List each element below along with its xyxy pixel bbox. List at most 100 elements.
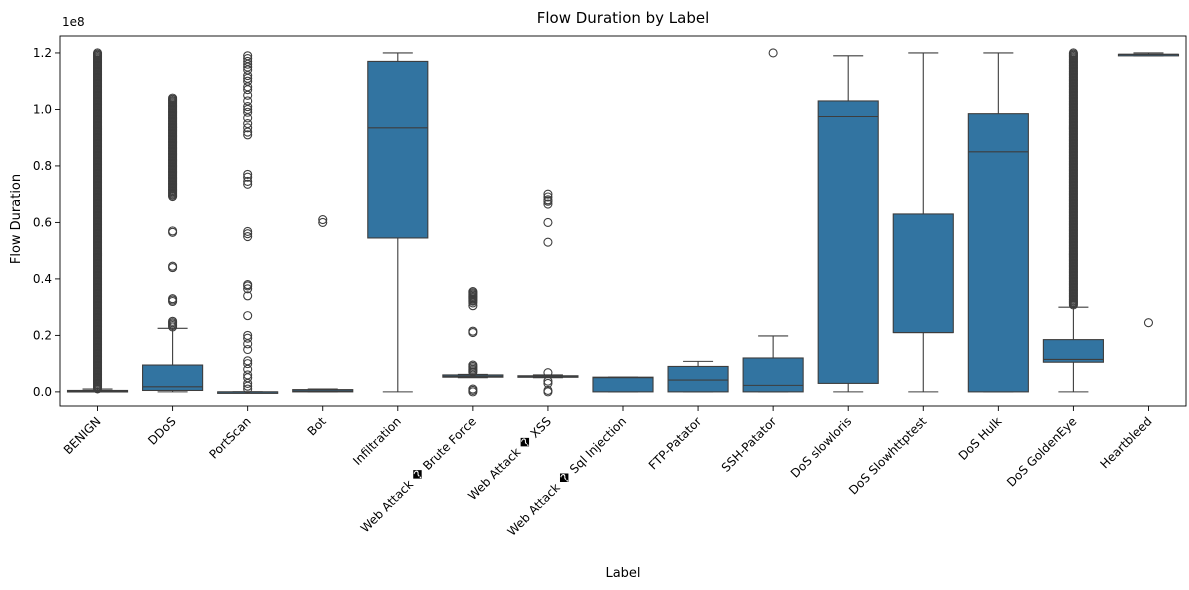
x-axis-label: Label bbox=[605, 566, 640, 581]
box-13 bbox=[1042, 48, 1104, 393]
box-14 bbox=[1117, 52, 1180, 328]
outlier bbox=[243, 330, 253, 340]
iqr-box bbox=[142, 364, 204, 392]
x-tick-label: Web Attack � XSS bbox=[465, 414, 554, 503]
box-6 bbox=[517, 189, 579, 397]
outlier bbox=[543, 189, 553, 199]
box-10 bbox=[817, 55, 879, 393]
outlier bbox=[168, 191, 178, 202]
outlier bbox=[543, 237, 553, 247]
outlier bbox=[468, 301, 478, 311]
outlier bbox=[243, 231, 253, 242]
outlier bbox=[243, 370, 253, 380]
x-tick-label: DoS GoldenEye bbox=[1004, 414, 1079, 489]
x-tick-label: Infiltration bbox=[350, 414, 404, 468]
outlier bbox=[243, 359, 253, 369]
outlier bbox=[243, 119, 253, 129]
outlier bbox=[468, 384, 478, 394]
outlier bbox=[168, 294, 178, 304]
outlier bbox=[168, 226, 178, 236]
y-tick-label: 0.0 bbox=[33, 385, 52, 399]
x-tick-label: BENIGN bbox=[61, 414, 104, 457]
y-tick-label: 0.8 bbox=[33, 159, 52, 173]
outlier bbox=[243, 279, 253, 290]
y-axis: 0.0 0.2 0.4 0.6 0.8 1.0 1.2 bbox=[33, 46, 60, 399]
outlier bbox=[318, 217, 328, 227]
box-7 bbox=[592, 376, 654, 393]
outlier bbox=[243, 311, 253, 321]
iqr-box bbox=[667, 365, 729, 393]
outlier bbox=[243, 179, 253, 189]
iqr-box bbox=[367, 60, 429, 239]
plot-area bbox=[66, 48, 1180, 397]
outlier bbox=[543, 217, 553, 227]
box-0 bbox=[66, 48, 129, 394]
x-tick-label: PortScan bbox=[206, 414, 253, 461]
outlier bbox=[1068, 300, 1078, 310]
outlier bbox=[243, 226, 253, 237]
iqr-box bbox=[742, 357, 804, 393]
box-4 bbox=[367, 52, 429, 393]
outlier bbox=[243, 130, 253, 140]
outlier bbox=[168, 316, 178, 326]
x-tick-label: Web Attack � Sql Injection bbox=[505, 414, 629, 538]
outlier bbox=[243, 344, 253, 355]
outlier bbox=[468, 360, 478, 370]
outlier bbox=[243, 333, 253, 343]
box-12 bbox=[967, 52, 1029, 393]
outlier bbox=[243, 102, 253, 112]
outlier bbox=[543, 192, 553, 202]
outlier bbox=[468, 298, 478, 308]
outlier bbox=[543, 385, 553, 396]
outlier bbox=[543, 378, 553, 388]
x-axis: BENIGN DDoS PortScan Bot Infiltration Web Att… bbox=[61, 406, 1155, 539]
x-tick-label: DoS Hulk bbox=[956, 414, 1005, 463]
outlier bbox=[243, 284, 253, 294]
x-tick-label: Bot bbox=[305, 414, 329, 438]
outlier bbox=[543, 195, 553, 205]
outlier bbox=[243, 76, 253, 86]
outlier bbox=[243, 56, 253, 66]
outlier bbox=[768, 48, 778, 58]
box-3 bbox=[292, 215, 354, 393]
box-5 bbox=[442, 287, 504, 397]
outlier bbox=[243, 176, 253, 187]
outlier bbox=[243, 169, 253, 179]
x-tick-label: FTP-Patator bbox=[646, 414, 704, 472]
y-tick-label: 0.6 bbox=[33, 215, 52, 229]
iqr-box bbox=[892, 213, 954, 334]
y-tick-label: 0.4 bbox=[33, 272, 52, 286]
box-8 bbox=[667, 360, 729, 393]
box-9 bbox=[742, 48, 804, 393]
x-tick-label: DDoS bbox=[145, 414, 179, 448]
outlier bbox=[1143, 318, 1154, 328]
outlier bbox=[468, 326, 478, 336]
outlier bbox=[543, 199, 553, 209]
box-11 bbox=[892, 52, 954, 393]
outlier bbox=[92, 384, 103, 394]
iqr-box bbox=[967, 113, 1029, 393]
x-tick-label: DoS slowloris bbox=[788, 414, 854, 480]
y-axis-label: Flow Duration bbox=[9, 174, 24, 264]
x-tick-label: Heartbleed bbox=[1098, 414, 1155, 471]
outlier bbox=[243, 107, 253, 117]
outlier bbox=[243, 356, 253, 366]
box-2 bbox=[217, 51, 279, 394]
iqr-box bbox=[592, 376, 654, 393]
outlier bbox=[243, 51, 253, 61]
box-1 bbox=[142, 93, 204, 393]
outlier bbox=[243, 172, 253, 182]
y-scale-label: 1e8 bbox=[62, 15, 85, 29]
y-tick-label: 1.2 bbox=[33, 46, 52, 60]
x-tick-label: SSH-Patator bbox=[719, 414, 780, 475]
outlier bbox=[318, 215, 328, 225]
y-tick-label: 0.2 bbox=[33, 328, 52, 342]
outlier bbox=[243, 123, 253, 133]
outlier bbox=[243, 229, 253, 239]
outlier bbox=[543, 368, 553, 378]
outlier bbox=[243, 54, 253, 64]
y-tick-label: 1.0 bbox=[33, 102, 52, 116]
outlier bbox=[168, 261, 178, 271]
iqr-box bbox=[1042, 339, 1104, 363]
